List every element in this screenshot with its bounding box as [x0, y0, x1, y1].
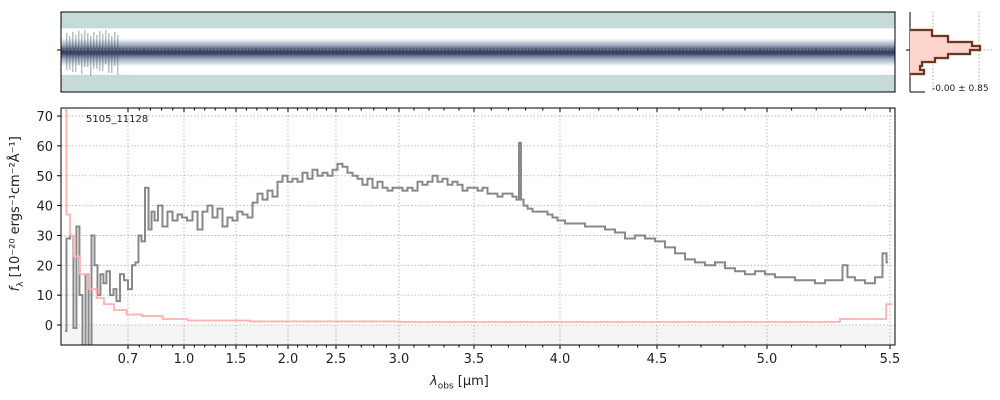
x-tick-label: 5.5 — [880, 352, 901, 367]
noisy-column — [102, 34, 104, 71]
noisy-column — [87, 33, 89, 67]
x-tick-label: 1.0 — [174, 352, 195, 367]
noisy-column — [99, 31, 101, 71]
y-tick-label: 70 — [36, 110, 53, 125]
y-tick-label: 50 — [36, 170, 53, 185]
x-tick-label: 0.7 — [118, 352, 139, 367]
x-axis-label: λobs [μm] — [430, 374, 489, 392]
hist-data-steps — [910, 29, 981, 75]
y-tick-label: 0 — [45, 319, 53, 334]
y-label-unit: [10⁻²⁰ ergs⁻¹cm⁻²Å⁻¹] — [8, 136, 24, 282]
noisy-column — [66, 33, 68, 70]
noisy-column — [96, 35, 98, 69]
x-tick-label: 2.0 — [278, 352, 299, 367]
noisy-column — [84, 30, 86, 67]
y-tick-label: 10 — [36, 289, 53, 304]
y-tick-label: 40 — [36, 200, 53, 215]
y-tick-label: 30 — [36, 229, 53, 244]
y-tick-label: 20 — [36, 259, 53, 274]
x-tick-label: 4.5 — [647, 352, 668, 367]
noisy-column — [72, 32, 74, 72]
series-flux — [64, 141, 889, 345]
negative-region — [61, 325, 895, 345]
noisy-column — [75, 35, 77, 72]
x-tick-label: 3.5 — [464, 352, 485, 367]
plot-frame — [60, 107, 896, 346]
x-tick-label: 1.5 — [226, 352, 247, 367]
x-label-sub: obs — [437, 381, 454, 392]
x-tick-label: 3.0 — [389, 352, 410, 367]
noisy-column — [117, 35, 119, 75]
noisy-column — [81, 34, 83, 74]
object-id-label: 5105_11128 — [86, 114, 149, 125]
noisy-column — [111, 36, 113, 73]
histogram-stat-label: -0.00 ± 0.85 — [932, 84, 989, 94]
x-label-symbol: λ — [430, 374, 438, 389]
hist-fill — [910, 30, 980, 74]
noisy-column — [78, 31, 80, 65]
noisy-column — [108, 33, 110, 73]
noisy-column — [90, 36, 92, 76]
noisy-column — [105, 30, 107, 64]
y-label-sub: λ — [15, 281, 26, 287]
x-label-unit: [μm] — [453, 374, 489, 389]
y-axis-label: fλ [10⁻²⁰ ergs⁻¹cm⁻²Å⁻¹] — [8, 79, 26, 349]
noisy-column — [114, 32, 116, 66]
noisy-column — [69, 36, 71, 70]
2d-spectrum-image — [61, 12, 895, 92]
y-label-symbol: f — [8, 286, 24, 292]
top-panel-frame — [60, 11, 896, 93]
x-tick-label: 4.0 — [550, 352, 571, 367]
noisy-column — [93, 32, 95, 69]
y-tick-label: 60 — [36, 140, 53, 155]
x-tick-label: 5.0 — [757, 352, 778, 367]
series-error — [64, 109, 893, 323]
x-tick-label: 2.5 — [326, 352, 347, 367]
